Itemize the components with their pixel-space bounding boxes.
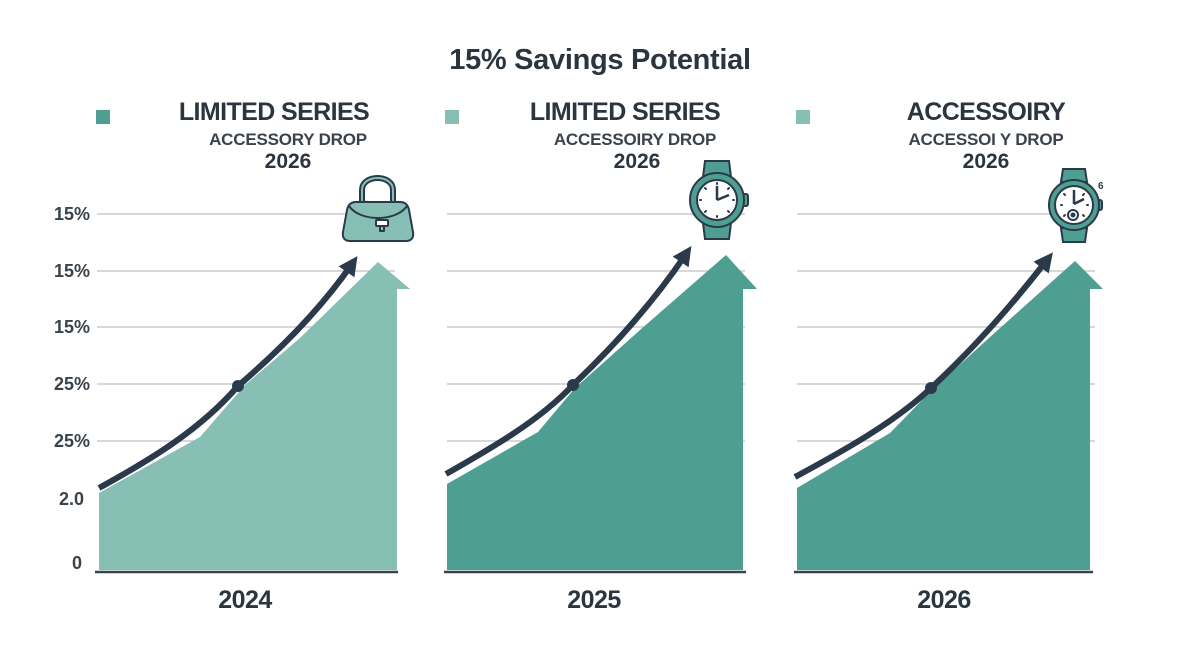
x-label-2026: 2026 (917, 586, 971, 614)
legend-subtitle: ACCESSOIRY DROP (553, 130, 717, 149)
legend-year: 2026 (264, 150, 312, 173)
area-series-2026 (797, 261, 1103, 570)
legend-swatch (445, 110, 459, 124)
legend-title: LIMITED SERIES (178, 98, 370, 126)
legend-title: ACCESSOIRY (906, 98, 1066, 126)
wristwatch-icon (689, 160, 749, 240)
y-tick-label: 15% (53, 261, 90, 281)
chart-title: 15% Savings Potential (449, 44, 751, 76)
trend-point-2024 (232, 380, 244, 392)
legend-year: 2026 (613, 150, 661, 173)
trend-point-2026 (925, 382, 937, 394)
legend-title: LIMITED SERIES (529, 98, 721, 126)
handbag-icon (341, 175, 415, 242)
legend-panel-2024: LIMITED SERIES ACCESSORY DROP 2026 (96, 98, 436, 178)
legend-subtitle: ACCESSOI Y DROP (908, 130, 1064, 149)
trend-point-2025 (567, 379, 579, 391)
legend-subtitle: ACCESSORY DROP (209, 130, 367, 149)
icon-annotation: 6 (1098, 181, 1104, 192)
y-tick-label: 15% (53, 317, 90, 337)
x-label-2025: 2025 (567, 586, 621, 614)
legend-swatch (96, 110, 110, 124)
wristwatch-icon (1048, 168, 1103, 243)
y-tick-label: 25% (53, 374, 90, 394)
legend-year: 2026 (962, 150, 1010, 173)
legend-panel-2025: LIMITED SERIES ACCESSOIRY DROP 2026 (445, 98, 785, 178)
y-tick-label: 15% (53, 204, 90, 224)
y-tick-label: 25% (53, 431, 90, 451)
y-tick-label: 0 (71, 553, 82, 573)
x-label-2024: 2024 (218, 586, 272, 614)
area-series-2024 (99, 262, 410, 570)
legend-panel-2026: ACCESSOIRY ACCESSOI Y DROP 2026 (796, 98, 1136, 178)
area-series-2025 (447, 255, 757, 570)
legend-swatch (796, 110, 810, 124)
y-tick-label: 2.0 (58, 489, 84, 509)
